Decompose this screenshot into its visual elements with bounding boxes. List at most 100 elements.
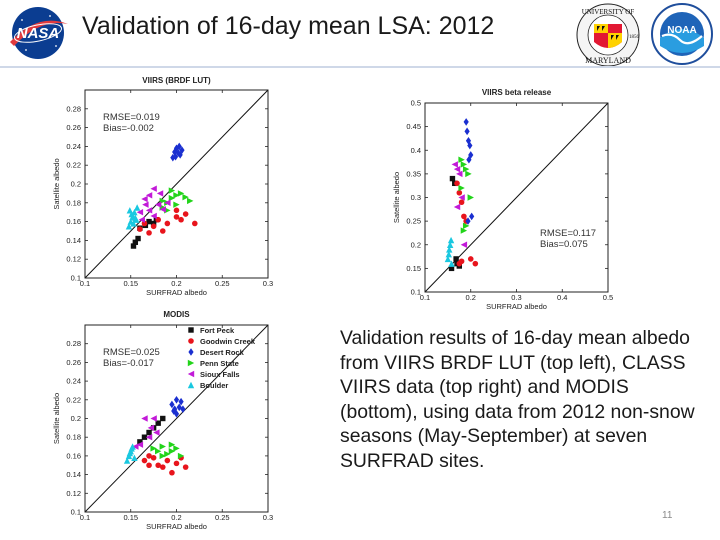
- data-point: [168, 187, 176, 194]
- data-point: [173, 445, 180, 452]
- y-tick-label: 0.16: [66, 451, 81, 460]
- data-point: [182, 193, 189, 201]
- data-point: [465, 170, 472, 178]
- data-point: [164, 450, 171, 458]
- x-tick-label: 0.3: [511, 293, 521, 302]
- data-point: [460, 227, 468, 234]
- data-point: [173, 460, 180, 467]
- y-tick-label: 0.28: [66, 339, 81, 348]
- x-tick-label: 0.1: [80, 279, 90, 288]
- data-point: [138, 216, 145, 223]
- legend-label: Penn State: [200, 359, 239, 368]
- data-point: [467, 141, 473, 150]
- data-point: [180, 405, 186, 413]
- data-point: [173, 396, 180, 404]
- data-point: [445, 251, 452, 258]
- data-point: [164, 220, 171, 227]
- data-point: [173, 214, 180, 220]
- data-point: [458, 199, 465, 206]
- noaa-logo: NOAA: [651, 3, 713, 65]
- data-point: [173, 201, 180, 208]
- data-point: [453, 203, 461, 211]
- stats-text: RMSE=0.025: [103, 347, 160, 358]
- y-axis-label: Satellite albedo: [392, 172, 401, 223]
- legend-marker: [188, 348, 194, 356]
- data-point: [456, 170, 463, 178]
- umd-text-top: UNIVERSITY OF: [582, 8, 635, 16]
- y-tick-label: 0.1: [71, 274, 81, 283]
- data-point: [178, 216, 184, 223]
- x-tick-label: 0.25: [215, 279, 230, 288]
- chart-title: MODIS: [163, 310, 190, 319]
- data-point: [137, 439, 143, 445]
- data-point: [150, 415, 157, 422]
- data-point: [145, 207, 153, 214]
- data-point: [131, 454, 138, 461]
- data-point: [177, 190, 185, 197]
- data-point: [472, 260, 479, 267]
- x-tick-label: 0.2: [171, 513, 181, 522]
- legend-label: Boulder: [200, 381, 228, 390]
- noaa-logo-text: NOAA: [667, 25, 696, 36]
- y-tick-label: 0.5: [411, 99, 421, 108]
- data-point: [169, 469, 175, 476]
- x-tick-label: 0.3: [263, 513, 273, 522]
- y-tick-label: 0.14: [66, 236, 81, 245]
- y-tick-label: 0.22: [66, 395, 81, 404]
- slide-title: Validation of 16-day mean LSA: 2012: [82, 12, 495, 40]
- data-point: [465, 137, 472, 145]
- data-point: [146, 230, 152, 236]
- data-point: [145, 434, 153, 441]
- data-point: [150, 223, 157, 230]
- data-point: [182, 211, 189, 217]
- data-point: [146, 462, 152, 469]
- data-point: [469, 212, 475, 221]
- data-point: [179, 146, 185, 154]
- data-point: [147, 424, 155, 432]
- data-point: [150, 185, 157, 192]
- data-point: [141, 457, 148, 464]
- data-point: [132, 214, 139, 222]
- data-point: [458, 184, 465, 192]
- stats-text: RMSE=0.117: [540, 228, 596, 239]
- umd-text-bottom: MARYLAND: [585, 56, 631, 65]
- y-tick-label: 0.22: [66, 161, 81, 170]
- y-tick-label: 0.1: [71, 508, 81, 517]
- data-point: [444, 255, 452, 263]
- data-point: [171, 407, 177, 415]
- chart-title: VIIRS beta release: [482, 88, 552, 97]
- y-tick-label: 0.2: [411, 240, 421, 249]
- stats-text: RMSE=0.019: [103, 112, 160, 123]
- y-tick-label: 0.25: [406, 217, 421, 226]
- data-point: [458, 194, 465, 201]
- data-point: [146, 429, 152, 436]
- data-point: [150, 445, 157, 452]
- data-point: [173, 410, 180, 418]
- data-point: [458, 156, 465, 163]
- y-tick-label: 0.15: [406, 264, 421, 273]
- data-point: [159, 228, 166, 234]
- y-tick-label: 0.3: [411, 193, 421, 202]
- legend-label: Fort Peck: [200, 326, 235, 335]
- data-point: [159, 452, 166, 460]
- page-number: 11: [662, 510, 673, 521]
- x-tick-label: 0.3: [263, 279, 273, 288]
- data-point: [465, 217, 471, 225]
- data-point: [123, 457, 131, 464]
- y-tick-label: 0.2: [71, 414, 81, 423]
- data-point: [136, 441, 144, 448]
- data-point: [446, 246, 453, 253]
- data-point: [463, 118, 469, 126]
- data-point: [155, 201, 162, 208]
- x-tick-label: 0.15: [123, 513, 138, 522]
- caption-text: Validation results of 16-day mean albedo…: [340, 327, 695, 472]
- data-point: [172, 152, 179, 161]
- x-tick-label: 0.5: [603, 293, 613, 302]
- data-point: [462, 165, 470, 173]
- data-point: [446, 241, 454, 248]
- data-point: [451, 161, 458, 168]
- chart-title: VIIRS (BRDF LUT): [142, 76, 211, 85]
- data-point: [173, 207, 180, 214]
- data-point: [133, 204, 141, 211]
- data-point: [141, 220, 148, 227]
